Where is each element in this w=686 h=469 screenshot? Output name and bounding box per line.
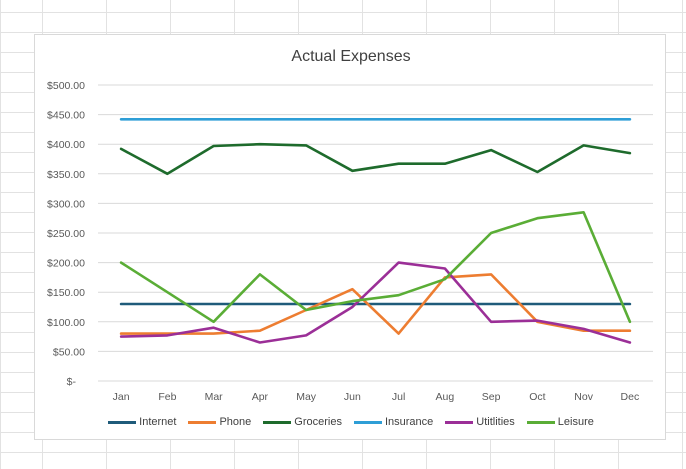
x-tick-label: Nov (574, 391, 593, 403)
x-tick-label: Jun (344, 391, 361, 403)
y-tick-label: $250.00 (47, 228, 85, 240)
legend-item-leisure: Leisure (526, 416, 594, 428)
y-tick-label: $150.00 (47, 287, 85, 299)
y-tick-label: $100.00 (47, 317, 85, 329)
x-tick-label: Jan (113, 391, 130, 403)
y-tick-label: $50.00 (53, 346, 85, 358)
y-tick-label: $450.00 (47, 110, 85, 122)
y-tick-label: $- (67, 376, 77, 388)
legend-label: Utitlities (476, 416, 515, 428)
legend-swatch (188, 420, 217, 424)
y-tick-label: $400.00 (47, 139, 85, 151)
x-tick-label: Sep (482, 391, 501, 403)
legend-label: Leisure (557, 416, 594, 428)
plot-area: $- $50.00 $100.00 $150.00 $200.00 $250.00 $300… (47, 80, 653, 403)
legend-swatch (526, 420, 555, 424)
x-tick-label: Feb (158, 391, 176, 403)
legend-item-internet: Internet (108, 416, 176, 428)
legend-swatch (108, 420, 137, 424)
legend-swatch (353, 420, 382, 424)
legend: Internet Phone Groceries Insurance Utitlitie… (35, 416, 667, 428)
legend-item-insurance: Insurance (353, 416, 434, 428)
x-tick-label: Mar (205, 391, 224, 403)
legend-label: Phone (219, 416, 252, 428)
legend-label: Internet (139, 416, 177, 428)
y-tick-label: $500.00 (47, 80, 85, 92)
series-line-utitlities[interactable] (119, 261, 632, 344)
series-line-groceries[interactable] (119, 142, 632, 176)
legend-item-groceries: Groceries (263, 416, 342, 428)
y-tick-label: $300.00 (47, 198, 85, 210)
legend-item-utitlities: Utitlities (445, 416, 515, 428)
x-tick-label: Dec (621, 391, 640, 403)
legend-swatch (445, 420, 474, 424)
x-tick-label: Oct (529, 391, 545, 403)
y-tick-label: $350.00 (47, 169, 85, 181)
legend-swatch (263, 420, 292, 424)
x-tick-label: Jul (392, 391, 405, 403)
legend-item-phone: Phone (188, 416, 251, 428)
x-tick-label: Aug (436, 391, 455, 403)
y-tick-label: $200.00 (47, 258, 85, 270)
chart-title: Actual Expenses (291, 48, 411, 65)
x-tick-label: Apr (252, 391, 269, 403)
legend-label: Groceries (294, 416, 342, 428)
chart-area[interactable]: Actual Expenses $- $50.00 $100.00 $150.00 $2… (34, 34, 666, 440)
legend-label: Insurance (384, 416, 434, 428)
series-line-leisure[interactable] (119, 211, 632, 324)
x-tick-label: May (296, 391, 317, 403)
